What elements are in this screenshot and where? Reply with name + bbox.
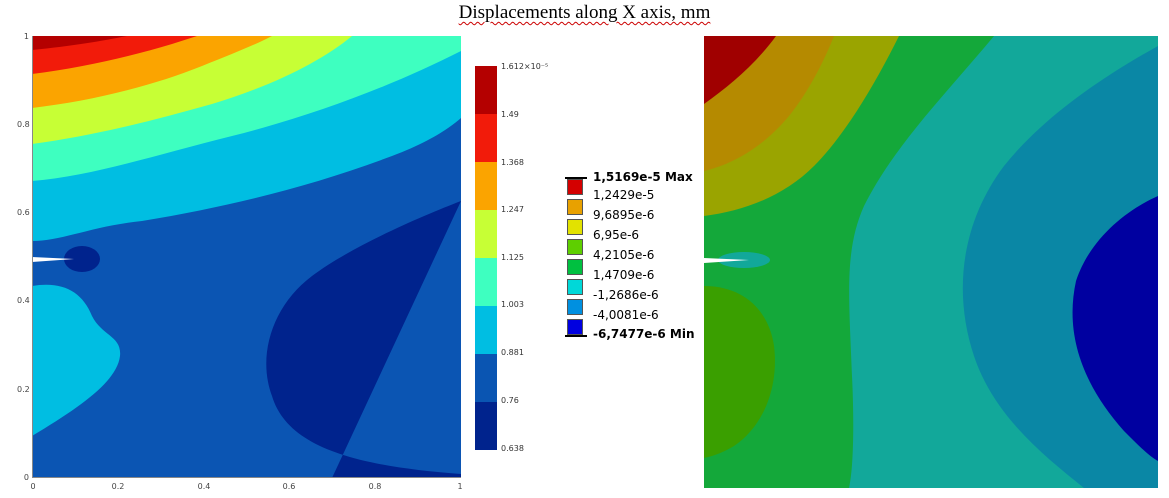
x-tick: 0.6	[282, 482, 296, 491]
colorbar-label: 1.368	[501, 158, 524, 167]
left-contour-plot	[32, 36, 461, 478]
legend-swatch	[567, 319, 583, 335]
colorbar-label: 1.612×10⁻⁵	[501, 62, 549, 71]
legend-label: -4,0081e-6	[593, 308, 659, 322]
colorbar-label: 1.49	[501, 110, 519, 119]
y-tick: 0.8	[17, 120, 30, 129]
right-contour-plot	[704, 36, 1158, 488]
x-tick: 0.8	[368, 482, 382, 491]
legend-swatch	[567, 239, 583, 255]
colorbar-segment	[475, 354, 497, 402]
colorbar-segment	[475, 210, 497, 258]
colorbar-segment	[475, 114, 497, 162]
right-band-lime	[704, 286, 775, 458]
legend-swatch	[567, 179, 583, 195]
y-tick: 0	[23, 473, 29, 482]
legend-swatch	[567, 279, 583, 295]
right-crack	[704, 258, 749, 263]
colorbar-segment	[475, 66, 497, 114]
colorbar-label: 1.125	[501, 253, 524, 262]
right-contour-svg	[704, 36, 1158, 488]
colorbar-label: 0.76	[501, 396, 519, 405]
right-legend: 1,5169e-5 Max 1,2429e-5 9,6895e-6 6,95e-…	[565, 170, 705, 344]
y-tick: 0.6	[17, 208, 30, 217]
legend-label: 1,5169e-5 Max	[593, 170, 693, 184]
colorbar-label: 0.881	[501, 348, 524, 357]
left-crack	[32, 257, 74, 262]
colorbar-label: 1.003	[501, 300, 524, 309]
right-band-red	[704, 36, 776, 104]
legend-swatch	[567, 259, 583, 275]
legend-label: 6,95e-6	[593, 228, 640, 242]
legend-min-line	[565, 335, 587, 337]
x-tick: 1	[457, 482, 463, 491]
left-band-6	[32, 36, 127, 50]
x-tick: 0.2	[111, 482, 125, 491]
left-band-5	[32, 36, 197, 74]
x-tick: 0	[30, 482, 36, 491]
left-crack-tip	[64, 246, 100, 272]
left-band-0	[266, 201, 461, 478]
legend-swatch	[567, 199, 583, 215]
right-band-navy	[1072, 196, 1158, 461]
colorbar-label: 1.247	[501, 205, 524, 214]
left-colorbar	[475, 66, 497, 450]
legend-swatch	[567, 219, 583, 235]
left-contour-svg	[32, 36, 461, 478]
figure-title: Displacements along X axis, mm	[458, 2, 711, 23]
legend-label: 9,6895e-6	[593, 208, 655, 222]
left-band-1b	[32, 284, 121, 436]
legend-label: 1,2429e-5	[593, 188, 655, 202]
colorbar-segment	[475, 402, 497, 450]
colorbar-label: 0.638	[501, 444, 524, 453]
colorbar-segment	[475, 258, 497, 306]
legend-max-line	[565, 177, 587, 179]
legend-swatch	[567, 299, 583, 315]
legend-label: -1,2686e-6	[593, 288, 659, 302]
colorbar-segment	[475, 162, 497, 210]
x-tick: 0.4	[197, 482, 211, 491]
legend-label: 1,4709e-6	[593, 268, 655, 282]
legend-label: 4,2105e-6	[593, 248, 655, 262]
y-tick: 0.2	[17, 385, 30, 394]
legend-label: -6,7477e-6 Min	[593, 327, 695, 341]
y-tick: 0.4	[17, 296, 30, 305]
y-tick: 1	[23, 32, 29, 41]
colorbar-segment	[475, 306, 497, 354]
